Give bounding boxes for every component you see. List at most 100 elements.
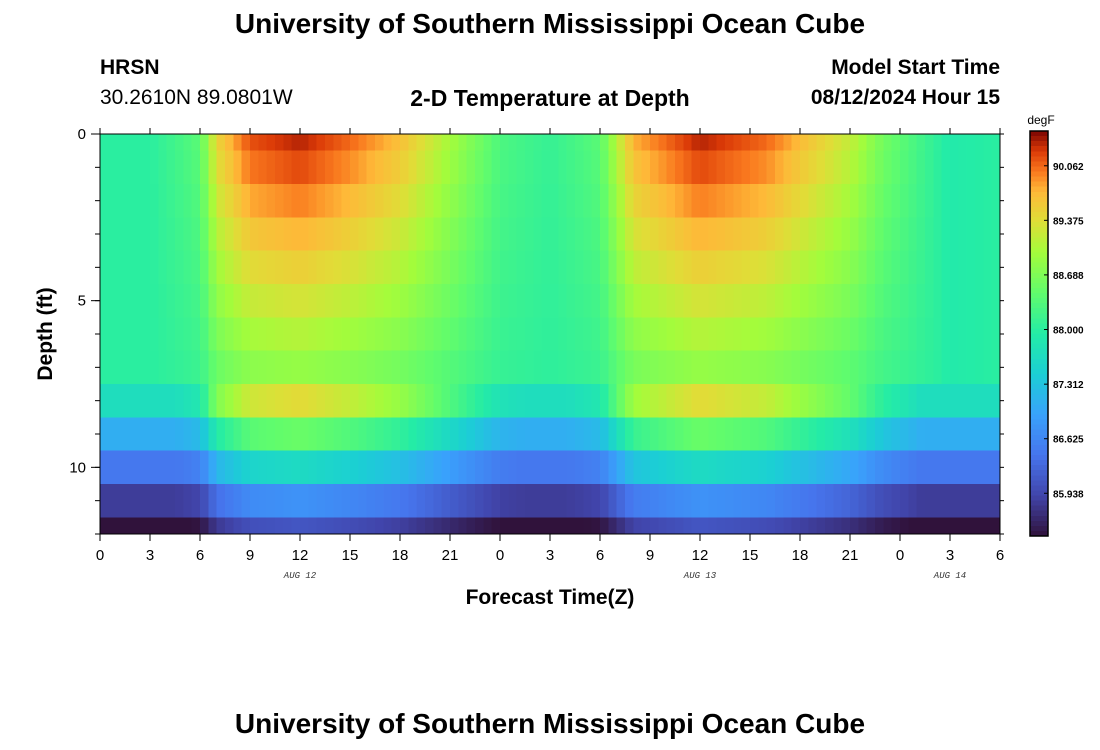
heatmap-cell [250, 450, 259, 485]
heatmap-cell [650, 184, 659, 218]
heatmap-cell [233, 134, 243, 152]
heatmap-cell [341, 350, 351, 385]
heatmap-cell [691, 384, 701, 418]
heatmap-cell [375, 250, 384, 285]
heatmap-cell [916, 134, 926, 152]
heatmap-cell [275, 317, 284, 352]
heatmap-cell [516, 384, 526, 418]
heatmap-cell [600, 250, 609, 285]
heatmap-cell [350, 184, 359, 218]
heatmap-cell [791, 250, 801, 285]
heatmap-cell [383, 517, 393, 535]
heatmap-cell [550, 384, 559, 418]
x-tick-label: 0 [496, 547, 504, 564]
heatmap-cell [400, 250, 409, 285]
heatmap-cell [125, 134, 134, 152]
heatmap-cell [683, 184, 693, 218]
heatmap-cell [108, 284, 118, 318]
heatmap-cell [975, 150, 984, 185]
heatmap-cell [200, 450, 209, 485]
heatmap-cell [491, 450, 501, 485]
heatmap-cell [475, 250, 484, 285]
heatmap-cell [108, 250, 118, 285]
heatmap-cell [883, 450, 893, 485]
heatmap-cell [658, 134, 668, 152]
heatmap-cell [341, 217, 351, 252]
heatmap-cell [200, 217, 209, 252]
heatmap-cell [200, 317, 209, 352]
heatmap-cell [675, 250, 684, 285]
heatmap-cell [350, 417, 359, 452]
heatmap-cell [325, 450, 334, 485]
heatmap-cell [283, 517, 293, 535]
heatmap-cell [475, 284, 484, 318]
heatmap-cell [175, 350, 184, 385]
heatmap-cell [275, 250, 284, 285]
heatmap-cell [408, 384, 418, 418]
heatmap-cell [250, 350, 259, 385]
heatmap-cell [675, 517, 684, 535]
heatmap-cell [966, 384, 976, 418]
heatmap-cell [625, 517, 634, 535]
heatmap-cell [558, 284, 568, 318]
heatmap-cell [225, 484, 234, 518]
heatmap-cell [250, 384, 259, 418]
heatmap-cell [508, 217, 518, 252]
colorbar-segment [1030, 287, 1048, 294]
heatmap-cell [283, 350, 293, 385]
heatmap-cell [491, 350, 501, 385]
heatmap-cell [691, 417, 701, 452]
heatmap-cell [900, 350, 909, 385]
colorbar-segment [1030, 328, 1048, 335]
heatmap-cell [158, 384, 168, 418]
heatmap-cell [850, 184, 859, 218]
heatmap-cell [700, 317, 709, 352]
heatmap-cell [741, 184, 751, 218]
heatmap-cell [375, 284, 384, 318]
colorbar-tick-label: 88.000 [1053, 326, 1084, 337]
heatmap-cell [550, 150, 559, 185]
heatmap-cell [358, 484, 368, 518]
heatmap-cell [975, 134, 984, 152]
heatmap-cell [125, 250, 134, 285]
heatmap-cell [616, 417, 626, 452]
heatmap-cell [250, 284, 259, 318]
heatmap-cell [708, 317, 718, 352]
heatmap-cell [108, 350, 118, 385]
heatmap-cell [216, 184, 226, 218]
heatmap-cell [616, 150, 626, 185]
heatmap-cell [416, 284, 426, 318]
heatmap-cell [158, 517, 168, 535]
heatmap-cell [325, 134, 334, 152]
heatmap-cell [241, 317, 251, 352]
colorbar-tick-label: 87.312 [1053, 380, 1084, 391]
heatmap-cell [233, 217, 243, 252]
heatmap-cell [100, 517, 109, 535]
heatmap-cell [658, 150, 668, 185]
heatmap-cell [316, 450, 326, 485]
heatmap-cell [150, 150, 159, 185]
heatmap-cell [841, 517, 851, 535]
heatmap-cell [775, 450, 784, 485]
heatmap-cell [633, 450, 643, 485]
heatmap-cell [258, 217, 268, 252]
heatmap-cell [483, 317, 493, 352]
heatmap-cell [366, 134, 376, 152]
heatmap-cell [933, 417, 943, 452]
heatmap-cell [375, 384, 384, 418]
heatmap-cell [950, 150, 959, 185]
heatmap-cell [158, 417, 168, 452]
heatmap-cell [283, 150, 293, 185]
heatmap-cell [408, 484, 418, 518]
heatmap-cell [991, 134, 1001, 152]
heatmap-cell [841, 250, 851, 285]
heatmap-cell [683, 134, 693, 152]
heatmap-cell [583, 184, 593, 218]
heatmap-cell [433, 350, 443, 385]
heatmap-cell [208, 417, 218, 452]
heatmap-cell [283, 384, 293, 418]
heatmap-cell [908, 150, 918, 185]
colorbar-segment [1030, 277, 1048, 284]
heatmap-cell [741, 384, 751, 418]
heatmap-cell [166, 134, 176, 152]
